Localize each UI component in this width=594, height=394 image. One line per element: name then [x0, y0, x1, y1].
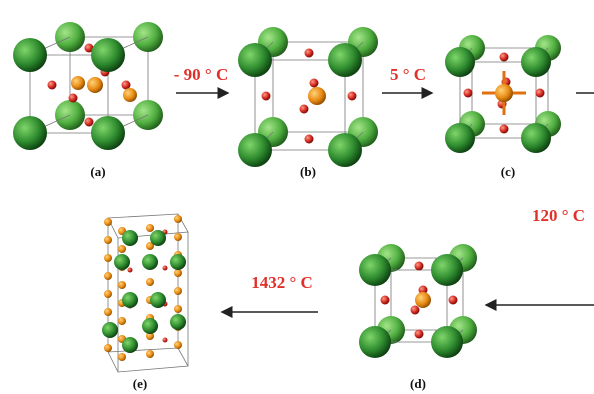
- ti-atom: [104, 290, 112, 298]
- o-atom: [300, 105, 309, 114]
- o-atom: [464, 89, 473, 98]
- ti-atom: [118, 245, 126, 253]
- ti-atom: [104, 236, 112, 244]
- ba-atom: [445, 47, 475, 77]
- ba-atom: [170, 254, 186, 270]
- o-atom: [415, 330, 424, 339]
- o-atom: [348, 92, 357, 101]
- o-atom: [536, 89, 545, 98]
- o-atom: [415, 262, 424, 271]
- transition-label: 120 ° C: [532, 206, 585, 225]
- panel-label: (c): [501, 164, 515, 179]
- ti-atom: [174, 305, 182, 313]
- ba-atom: [359, 254, 391, 286]
- o-atom: [310, 79, 319, 88]
- ba-atom: [328, 133, 362, 167]
- o-atom: [163, 266, 168, 271]
- ba-atom: [13, 38, 47, 72]
- ba-atom: [122, 337, 138, 353]
- ba-atom: [359, 326, 391, 358]
- ba-atom: [13, 116, 47, 150]
- ti-atom: [146, 350, 154, 358]
- o-atom: [500, 53, 509, 62]
- ba-atom: [170, 314, 186, 330]
- transition-label: 5 ° C: [390, 65, 426, 84]
- ba-atom: [122, 292, 138, 308]
- o-atom: [500, 125, 509, 134]
- panel-label: (e): [133, 376, 147, 391]
- ba-atom: [238, 133, 272, 167]
- ti-atom: [308, 87, 326, 105]
- ba-atom: [114, 254, 130, 270]
- ba-atom: [122, 230, 138, 246]
- ti-atom: [87, 77, 103, 93]
- o-atom: [48, 81, 57, 90]
- ti-atom: [146, 278, 154, 286]
- ti-atom: [174, 215, 182, 223]
- panel-label: (d): [410, 376, 426, 391]
- ti-atom: [104, 218, 112, 226]
- ba-atom: [150, 230, 166, 246]
- ba-atom: [142, 318, 158, 334]
- ba-atom: [91, 116, 125, 150]
- ti-atom: [174, 269, 182, 277]
- o-atom: [128, 268, 133, 273]
- ti-atom: [146, 224, 154, 232]
- ti-atom: [495, 84, 513, 102]
- ti-atom: [104, 308, 112, 316]
- o-atom: [411, 306, 420, 315]
- ba-atom: [431, 326, 463, 358]
- o-atom: [381, 296, 390, 305]
- ba-atom: [521, 123, 551, 153]
- ti-atom: [415, 292, 431, 308]
- ba-atom: [142, 254, 158, 270]
- ti-atom: [104, 344, 112, 352]
- panel-label: (a): [90, 164, 105, 179]
- ti-atom: [118, 353, 126, 361]
- ti-atom: [71, 76, 85, 90]
- o-atom: [69, 94, 78, 103]
- o-atom: [305, 135, 314, 144]
- crystal-structures: [13, 22, 561, 372]
- ba-atom: [238, 43, 272, 77]
- ba-atom: [102, 322, 118, 338]
- ti-atom: [118, 317, 126, 325]
- o-atom: [449, 296, 458, 305]
- panel-label: (b): [300, 164, 316, 179]
- ba-atom: [431, 254, 463, 286]
- o-atom: [163, 338, 168, 343]
- ti-atom: [174, 287, 182, 295]
- ba-atom: [91, 38, 125, 72]
- o-atom: [262, 92, 271, 101]
- ti-atom: [104, 254, 112, 262]
- transition-label: - 90 ° C: [174, 65, 229, 84]
- figure: - 90 ° C 5 ° C 120 ° C 1432 ° C (a) (b) …: [0, 0, 594, 394]
- ti-atom: [174, 233, 182, 241]
- o-atom: [305, 49, 314, 58]
- ba-atom: [150, 292, 166, 308]
- ba-atom: [328, 43, 362, 77]
- ti-atom: [118, 281, 126, 289]
- ba-atom: [521, 47, 551, 77]
- ti-atom: [104, 272, 112, 280]
- transition-label: 1432 ° C: [251, 273, 313, 292]
- ti-atom: [123, 88, 137, 102]
- o-atom: [85, 118, 94, 127]
- ba-atom: [445, 123, 475, 153]
- ti-atom: [174, 341, 182, 349]
